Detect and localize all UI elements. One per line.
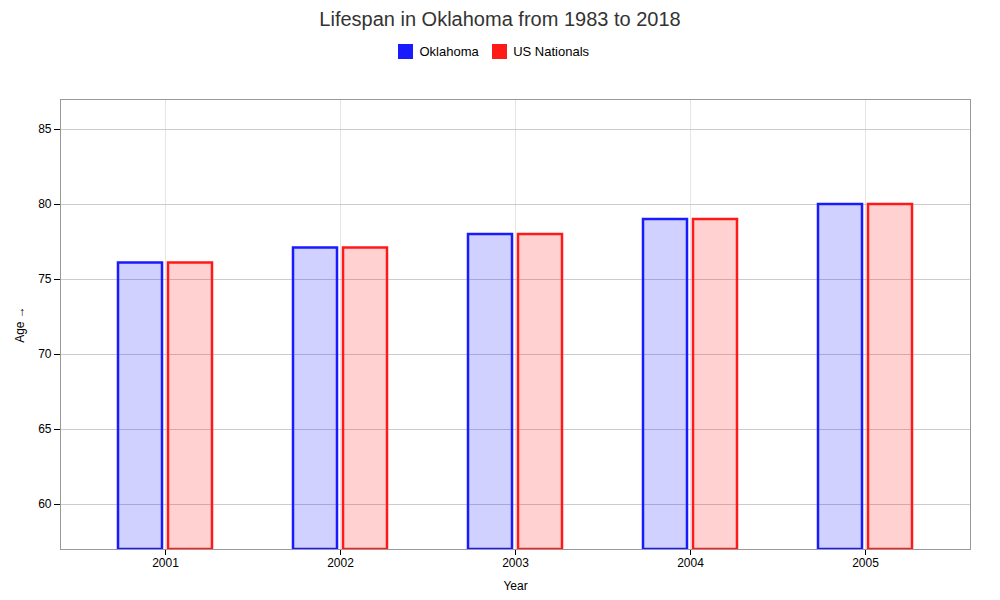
svg-text:65: 65 [38,422,52,436]
svg-text:2004: 2004 [677,556,704,570]
html-text:Lifespan in Oklahoma from 1983: Lifespan in Oklahoma from 1983 to 2018 [319,8,681,30]
html-text:US Nationals: US Nationals [513,44,590,59]
svg-text:80: 80 [38,197,52,211]
svg-text:85: 85 [38,122,52,136]
svg-text:2001: 2001 [152,556,179,570]
svg-text:2002: 2002 [327,556,354,570]
svg-text:70: 70 [38,347,52,361]
svg-text:Age →: Age → [13,306,27,343]
svg-text:Year: Year [503,578,527,592]
svg-text:60: 60 [38,497,52,511]
svg-text:2003: 2003 [502,556,529,570]
svg-text:75: 75 [38,272,52,286]
html-text:Oklahoma: Oklahoma [419,44,479,59]
svg-text:2005: 2005 [852,556,879,570]
